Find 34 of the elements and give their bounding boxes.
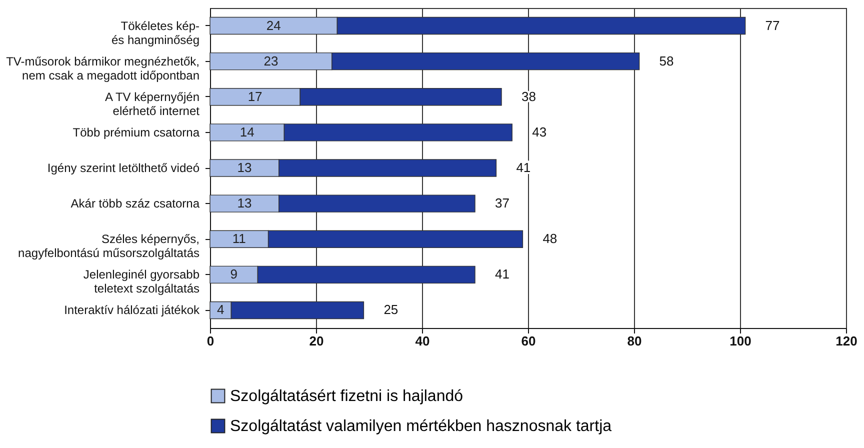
y-tick-label: Több prémium csatorna [72, 125, 200, 140]
data-label: 9 [230, 266, 238, 282]
y-tick-label: Jelenleginél gyorsabb teletext szolgáltatás [83, 268, 200, 296]
data-label: 13 [237, 160, 252, 175]
y-tick-label: A TV képernyőjén elérhető internet [104, 90, 200, 118]
x-tick-label: 0 [206, 334, 214, 348]
y-tick-label: Széles képernyős, nagyfelbontású műsorszolgáltatás [18, 232, 200, 260]
legend-label: Szolgáltatást valamilyen mértékben hasznosnak tartja [230, 418, 612, 435]
y-tick-label: Igény szerint letölthető videó [47, 161, 200, 175]
data-label: 17 [248, 88, 262, 104]
data-label: 58 [659, 53, 674, 68]
x-tick-label: 120 [836, 334, 858, 348]
x-tick-label: 80 [627, 334, 642, 348]
y-tick-label: Tökéletes kép- és hangminőség [111, 18, 200, 47]
data-label: 13 [237, 196, 252, 211]
y-tick-label: TV-műsorok bármikor megnézhetők, nem csak a megadott időpontban [6, 54, 200, 82]
data-label: 23 [264, 53, 278, 68]
data-label: 37 [495, 196, 510, 211]
data-label: 4 [216, 302, 224, 318]
x-tick-label: 40 [415, 334, 430, 348]
data-label: 48 [542, 231, 558, 246]
y-tick-label: Akár több száz csatorna [70, 196, 200, 211]
x-tick-label: 100 [730, 334, 752, 348]
data-label: 24 [266, 18, 281, 33]
x-tick-label: 60 [521, 334, 536, 348]
data-label: 14 [240, 124, 254, 140]
data-label: 11 [232, 231, 246, 246]
y-tick-label: Interaktív hálózati játékok [64, 303, 200, 318]
data-label: 25 [384, 302, 398, 318]
x-tick-label: 20 [309, 334, 324, 348]
data-label: 43 [532, 124, 547, 140]
data-label: 41 [495, 266, 510, 282]
data-label: 77 [765, 18, 780, 33]
legend-label: Szolgáltatásért fizetni is hajlandó [230, 388, 464, 405]
